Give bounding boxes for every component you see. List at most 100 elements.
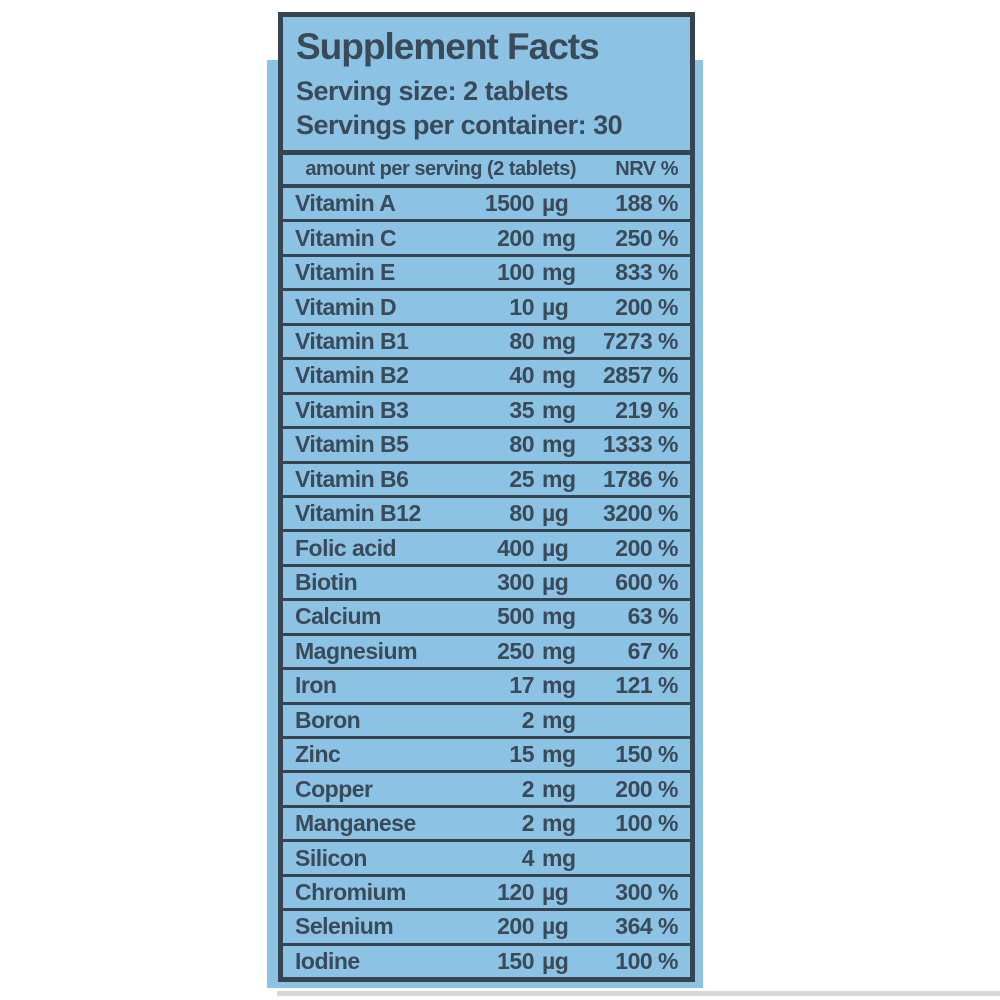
nutrient-nrv: 100 % xyxy=(615,947,678,974)
nutrient-amount: 15 xyxy=(509,741,534,768)
table-row: Magnesium 250 mg 67 % xyxy=(283,632,690,667)
nutrient-name: Magnesium xyxy=(295,637,418,664)
nutrient-unit: mg xyxy=(542,465,576,492)
nutrient-nrv: 200 % xyxy=(615,534,678,561)
nutrient-amount: 100 xyxy=(497,259,534,286)
nutrient-amount: 200 xyxy=(497,913,534,940)
nutrient-nrv: 250 % xyxy=(615,224,678,251)
nutrient-name: Vitamin B12 xyxy=(295,500,421,527)
nutrient-nrv: 100 % xyxy=(615,810,678,837)
nutrient-nrv: 63 % xyxy=(627,603,679,630)
nutrient-amount: 400 xyxy=(497,534,534,561)
nutrient-nrv: 600 % xyxy=(615,569,678,596)
column-header-row: amount per serving (2 tablets) NRV % xyxy=(283,155,690,188)
nutrient-unit: mg xyxy=(542,672,576,699)
column-header-nrv: NRV % xyxy=(615,158,678,180)
bottom-divider xyxy=(277,991,1000,996)
nutrient-nrv: 3200 % xyxy=(602,500,679,527)
table-row: Vitamin E 100 mg 833 % xyxy=(283,253,690,288)
table-row: Folic acid 400 µg 200 % xyxy=(283,529,690,563)
table-row: Copper 2 mg 200 % xyxy=(283,770,690,804)
nutrient-amount: 35 xyxy=(509,396,534,423)
nutrient-name: Zinc xyxy=(295,741,341,768)
nutrient-amount: 10 xyxy=(509,293,534,320)
table-row: Vitamin A 1500 µg 188 % xyxy=(283,188,690,219)
nutrient-unit: mg xyxy=(542,327,576,354)
nutrient-unit: mg xyxy=(542,362,576,389)
nutrient-name: Manganese xyxy=(295,810,416,837)
nutrient-name: Iron xyxy=(295,672,337,699)
label-header: Supplement Facts Serving size: 2 tablets… xyxy=(283,17,690,155)
table-row: Vitamin B12 80 µg 3200 % xyxy=(283,494,690,529)
nutrient-name: Selenium xyxy=(295,913,394,940)
nutrient-nrv: 188 % xyxy=(615,190,678,217)
nutrient-unit: mg xyxy=(542,603,576,630)
nutrient-nrv: 1333 % xyxy=(602,431,679,458)
nutrient-name: Vitamin C xyxy=(295,224,397,251)
label-title: Supplement Facts xyxy=(296,26,600,67)
table-row: Vitamin D 10 µg 200 % xyxy=(283,288,690,322)
nutrient-amount: 300 xyxy=(497,569,534,596)
nutrient-unit: mg xyxy=(542,775,576,802)
nutrient-unit: µg xyxy=(542,534,569,561)
nutrient-unit: µg xyxy=(542,190,569,217)
nutrient-nrv: 219 % xyxy=(615,396,678,423)
table-row: Chromium 120 µg 300 % xyxy=(283,873,690,908)
table-row: Calcium 500 mg 63 % xyxy=(283,598,690,632)
table-row: Vitamin B6 25 mg 1786 % xyxy=(283,460,690,495)
nutrient-amount: 250 xyxy=(497,637,534,664)
table-row: Vitamin B5 80 mg 1333 % xyxy=(283,426,690,460)
nutrient-amount: 40 xyxy=(509,362,534,389)
nutrient-unit: mg xyxy=(542,259,576,286)
nutrient-table: Vitamin A 1500 µg 188 % Vitamin C 200 mg 250 % V… xyxy=(283,188,690,977)
nutrient-nrv: 1786 % xyxy=(602,465,679,492)
nutrient-unit: mg xyxy=(542,741,576,768)
table-row: Zinc 15 mg 150 % xyxy=(283,736,690,770)
supplement-facts-label: Supplement Facts Serving size: 2 tablets… xyxy=(278,12,695,982)
nutrient-nrv: 7273 % xyxy=(602,327,679,354)
table-row: Selenium 200 µg 364 % xyxy=(283,908,690,942)
nutrient-amount: 1500 xyxy=(484,190,535,217)
nutrient-amount: 25 xyxy=(509,465,534,492)
nutrient-nrv: 300 % xyxy=(615,878,678,905)
nutrient-amount: 200 xyxy=(497,224,534,251)
nutrient-name: Biotin xyxy=(295,569,358,596)
nutrient-name: Copper xyxy=(295,775,373,802)
table-row: Biotin 300 µg 600 % xyxy=(283,563,690,598)
nutrient-unit: mg xyxy=(542,844,576,871)
table-row: Vitamin C 200 mg 250 % xyxy=(283,219,690,253)
nutrient-nrv: 67 % xyxy=(627,637,679,664)
nutrient-unit: µg xyxy=(542,293,569,320)
nutrient-name: Vitamin A xyxy=(295,190,396,217)
nutrient-unit: mg xyxy=(542,431,576,458)
nutrient-amount: 80 xyxy=(509,431,534,458)
nutrient-unit: µg xyxy=(542,500,569,527)
nutrient-name: Folic acid xyxy=(295,534,397,561)
nutrient-nrv: 150 % xyxy=(615,741,678,768)
nutrient-name: Vitamin B3 xyxy=(295,396,409,423)
nutrient-amount: 17 xyxy=(509,672,534,699)
nutrient-amount: 2 xyxy=(521,810,535,837)
nutrient-name: Vitamin B1 xyxy=(295,327,409,354)
nutrient-name: Chromium xyxy=(295,878,407,905)
nutrient-unit: mg xyxy=(542,706,576,733)
nutrient-nrv: 364 % xyxy=(615,913,678,940)
nutrient-amount: 4 xyxy=(521,844,535,871)
nutrient-name: Calcium xyxy=(295,603,381,630)
serving-size-text: Serving size: 2 tablets xyxy=(296,76,569,106)
nutrient-unit: µg xyxy=(542,913,569,940)
nutrient-nrv: 2857 % xyxy=(602,362,679,389)
nutrient-nrv: 200 % xyxy=(615,775,678,802)
nutrient-unit: µg xyxy=(542,878,569,905)
table-row: Iodine 150 µg 100 % xyxy=(283,942,690,977)
nutrient-nrv: 121 % xyxy=(615,672,678,699)
table-row: Boron 2 mg xyxy=(283,701,690,736)
nutrient-nrv: 833 % xyxy=(615,259,678,286)
servings-per-container-text: Servings per container: 30 xyxy=(296,110,623,140)
nutrient-amount: 2 xyxy=(521,775,535,802)
nutrient-amount: 80 xyxy=(509,500,534,527)
table-row: Manganese 2 mg 100 % xyxy=(283,804,690,839)
nutrient-unit: mg xyxy=(542,224,576,251)
nutrient-nrv: 200 % xyxy=(615,293,678,320)
nutrient-name: Vitamin B2 xyxy=(295,362,409,389)
